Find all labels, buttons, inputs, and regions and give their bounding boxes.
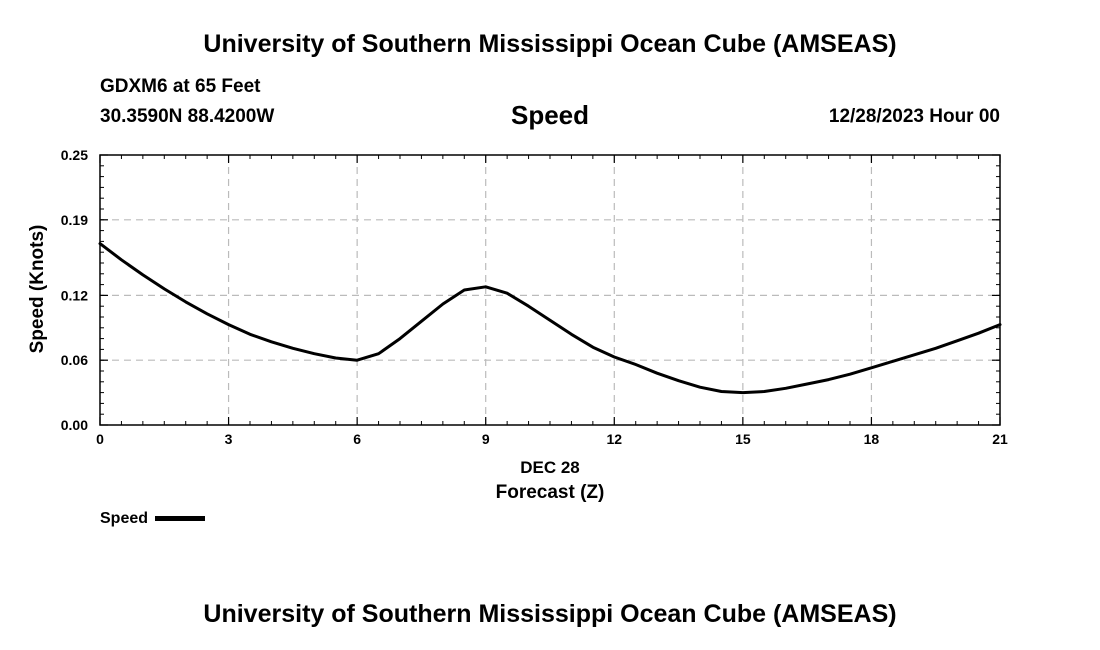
station-label: GDXM6 at 65 Feet — [100, 76, 261, 97]
legend-label-speed: Speed — [100, 510, 149, 527]
legend: Speed — [100, 510, 206, 528]
x-tick-label: 21 — [992, 431, 1008, 447]
x-tick-label: 15 — [735, 431, 751, 447]
y-tick-label: 0.19 — [61, 212, 88, 228]
legend-swatch-speed — [155, 516, 206, 522]
coordinates-label: 30.3590N 88.4200W — [100, 106, 275, 127]
plot-frame — [99, 154, 1001, 426]
y-tick-label: 0.06 — [61, 352, 88, 368]
x-tick-label: 0 — [96, 431, 104, 447]
chart-subtitle: Speed — [510, 100, 590, 130]
x-tick-label: 3 — [225, 431, 233, 447]
datetime-label: 12/28/2023 Hour 00 — [828, 106, 1000, 127]
chart-title-bottom: University of Southern Mississippi Ocean… — [203, 600, 897, 628]
x-axis-title: Forecast (Z) — [495, 482, 605, 503]
series-line-speed — [98, 242, 1002, 395]
x-tick-label: 18 — [864, 431, 880, 447]
chart-title-top: University of Southern Mississippi Ocean… — [203, 30, 897, 58]
x-tick-label: 12 — [606, 431, 622, 447]
x-tick-label: 6 — [353, 431, 361, 447]
y-tick-label: 0.12 — [61, 287, 88, 303]
x-axis-date-label: DEC 28 — [520, 458, 580, 477]
y-tick-label: 0.25 — [61, 147, 88, 163]
y-axis-title: Speed (Knots) — [27, 224, 48, 354]
y-tick-label: 0.00 — [61, 417, 88, 433]
x-tick-label: 9 — [482, 431, 490, 447]
